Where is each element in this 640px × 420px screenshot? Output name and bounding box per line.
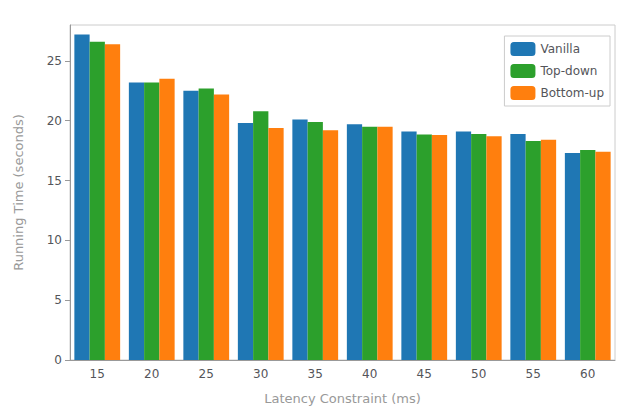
svg-text:Vanilla: Vanilla [540,42,580,56]
svg-text:50: 50 [471,367,486,381]
svg-text:30: 30 [253,367,268,381]
svg-text:55: 55 [526,367,541,381]
svg-text:Running Time (seconds): Running Time (seconds) [11,114,26,271]
svg-text:35: 35 [308,367,323,381]
svg-text:Top-down: Top-down [539,64,597,78]
svg-text:25: 25 [199,367,214,381]
svg-text:10: 10 [47,233,62,247]
svg-text:Bottom-up: Bottom-up [540,86,604,100]
svg-text:Latency Constraint (ms): Latency Constraint (ms) [264,391,421,406]
svg-text:15: 15 [47,174,62,188]
svg-text:25: 25 [47,54,62,68]
svg-text:60: 60 [580,367,595,381]
svg-text:0: 0 [54,353,62,367]
svg-text:20: 20 [47,114,62,128]
svg-text:15: 15 [90,367,105,381]
svg-text:40: 40 [362,367,377,381]
svg-text:5: 5 [54,293,62,307]
svg-text:20: 20 [144,367,159,381]
svg-text:45: 45 [417,367,432,381]
